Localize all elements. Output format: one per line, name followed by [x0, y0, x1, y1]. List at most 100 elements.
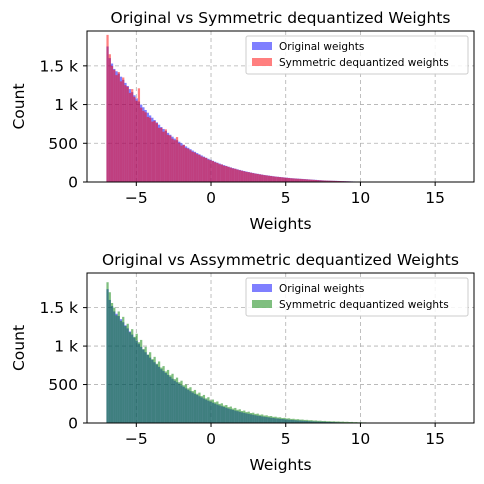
histogram-bar [184, 384, 188, 423]
histogram-bar [344, 421, 347, 423]
x-tick-label: 15 [425, 430, 445, 448]
histogram-bar [319, 420, 322, 423]
histogram-bar [220, 403, 223, 423]
histogram-bar [326, 180, 329, 182]
histogram-bar [238, 409, 241, 423]
histogram-bar [115, 75, 118, 182]
legend-swatch [252, 284, 272, 292]
histogram-bar [225, 405, 228, 423]
histogram-bar [285, 177, 288, 182]
histogram-bar [234, 407, 237, 423]
histogram-bar [124, 85, 127, 182]
histogram-bar [283, 417, 286, 423]
legend-entry: Symmetric dequantized weights [279, 299, 449, 311]
histogram-bar [193, 152, 197, 182]
histogram-bar [254, 173, 257, 182]
histogram-bar [106, 34, 109, 182]
histogram-bar [281, 418, 284, 423]
x-tick-label: 10 [351, 189, 371, 207]
histogram-bar [126, 323, 129, 423]
histogram-bar [274, 416, 277, 423]
histogram-bar [270, 416, 273, 423]
histogram-bar [187, 148, 190, 182]
histogram-bar [178, 143, 181, 182]
histogram-bar [285, 418, 288, 423]
histogram-bar [229, 167, 232, 182]
histogram-bar [245, 171, 248, 182]
histogram-bar [117, 311, 120, 423]
histogram-bar [335, 421, 338, 423]
histogram-bar [144, 112, 147, 182]
histogram-bar [202, 157, 206, 182]
histogram-bar [110, 303, 114, 423]
legend-swatch [252, 300, 272, 308]
histogram-bar [321, 180, 324, 182]
histogram-bar [128, 92, 132, 182]
histogram-bar [209, 400, 212, 423]
histogram-bar [238, 170, 241, 182]
histogram-bar [234, 168, 237, 182]
histogram-bar [323, 180, 327, 182]
y-tick-label: 0 [68, 415, 78, 433]
x-tick-label: 15 [425, 189, 445, 207]
histogram-bar [227, 166, 230, 182]
histogram-bar [122, 77, 125, 182]
histogram-bar [106, 282, 109, 423]
histogram-bar [182, 385, 185, 423]
histogram-bar [317, 420, 320, 423]
histogram-bar [332, 180, 336, 182]
histogram-bar [249, 413, 253, 423]
histogram-bar [173, 379, 176, 423]
plot-frame [86, 30, 475, 183]
histogram-bar [236, 409, 239, 423]
histogram-bar [200, 396, 203, 423]
histogram-bar [133, 336, 136, 423]
histogram-bar [124, 326, 127, 423]
histogram-bar [321, 421, 324, 423]
histogram-bar [128, 332, 132, 423]
legend-box [245, 277, 469, 317]
histogram-bar [279, 417, 282, 423]
histogram-bar [328, 421, 331, 423]
bars-group [106, 282, 380, 423]
histogram-bar [267, 175, 271, 182]
histogram-bar [126, 86, 129, 182]
histogram-bar [301, 179, 304, 182]
histogram-bar [196, 393, 199, 423]
histogram-bar [312, 179, 315, 182]
histogram-bar [113, 69, 116, 182]
histogram-bar [341, 421, 345, 423]
histogram-bar [258, 414, 262, 423]
histogram-bar [155, 363, 158, 423]
chart-title: Original vs Assymmetric dequantized Weig… [102, 251, 459, 269]
histogram-bar [137, 342, 141, 423]
chart-panel-1: −5 0 5 10 15 0 500 1 k 1.5 k Original vs Symmetri… [10, 9, 475, 233]
histogram-bar [229, 406, 232, 423]
histogram-bar [279, 177, 282, 182]
histogram-bar [337, 421, 340, 423]
histogram-bar [178, 382, 181, 423]
legend: Original weights Symmetric dequantized we… [245, 35, 469, 75]
histogram-bar [196, 154, 199, 182]
histogram-bar [142, 349, 145, 423]
histogram-bar [207, 397, 210, 423]
histogram-bar [200, 156, 203, 182]
histogram-bar [209, 160, 212, 182]
histogram-bar [144, 346, 147, 423]
y-tick-label: 500 [48, 135, 78, 153]
x-tick-label: 10 [351, 430, 371, 448]
histogram-bar [169, 375, 172, 423]
x-axis-label: Weights [249, 215, 311, 233]
histogram-bar [157, 127, 161, 182]
histogram-bar [218, 164, 221, 182]
histogram-bar [166, 134, 170, 182]
histogram-bar [115, 315, 118, 423]
histogram-bar [276, 417, 280, 423]
histogram-bar [119, 320, 123, 423]
histogram-bar [319, 180, 322, 182]
histogram-bar [267, 416, 271, 423]
histogram-bar [263, 415, 266, 423]
histogram-bar [135, 100, 138, 182]
legend-entry: Symmetric dequantized weights [279, 57, 449, 69]
